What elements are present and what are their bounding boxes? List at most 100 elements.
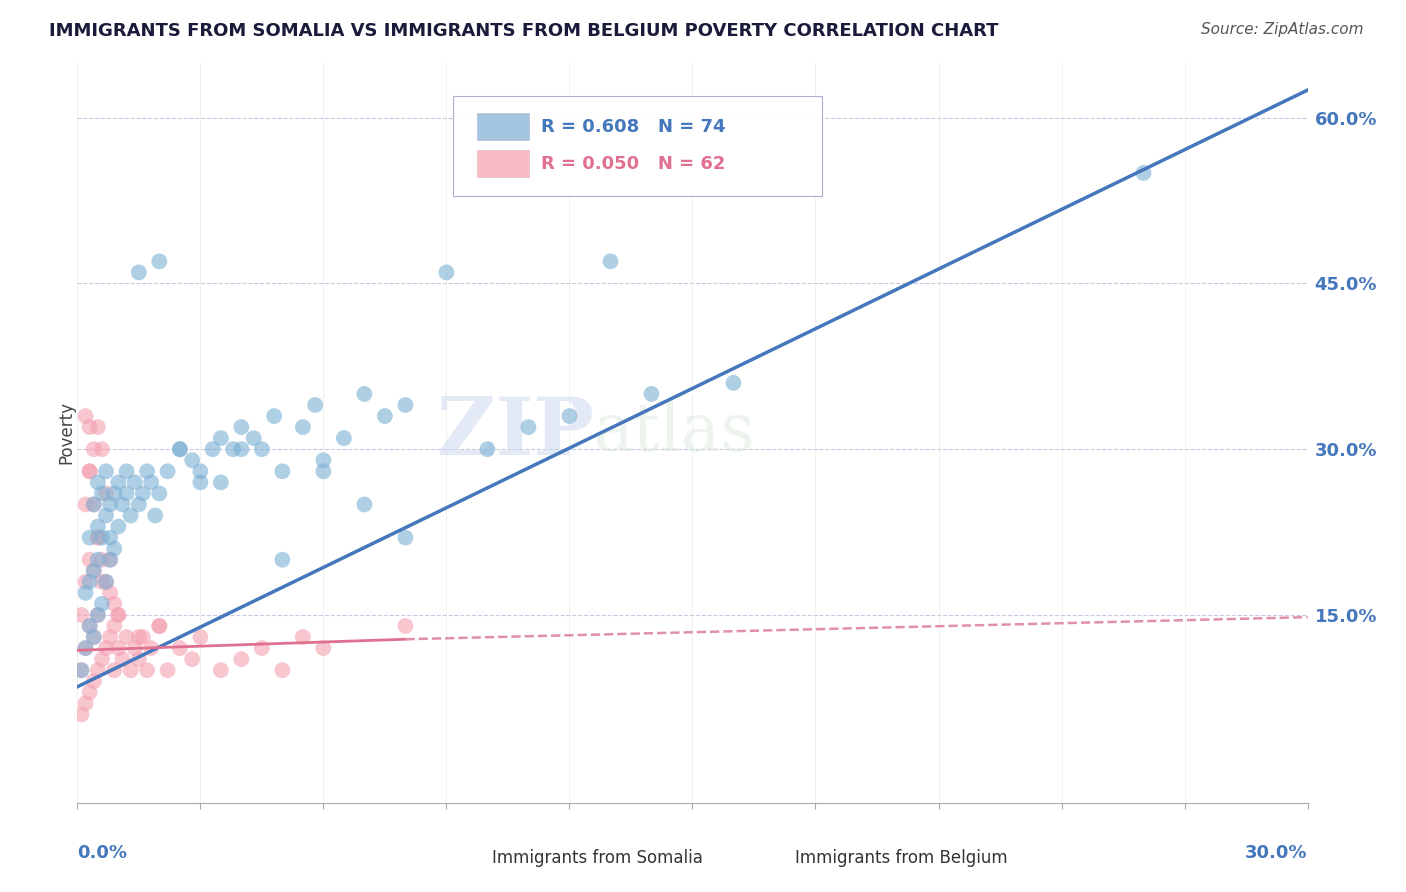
FancyBboxPatch shape — [477, 150, 529, 178]
Point — [250, 641, 273, 656]
Point — [141, 641, 163, 656]
Point — [517, 420, 540, 434]
Point — [128, 630, 150, 644]
Point — [271, 663, 294, 677]
Point — [83, 498, 105, 512]
Point — [209, 431, 232, 445]
Point — [181, 652, 204, 666]
Point — [188, 464, 212, 478]
Point — [477, 442, 499, 457]
Point — [79, 464, 101, 478]
Point — [94, 464, 117, 478]
Point — [271, 552, 294, 566]
Point — [98, 552, 121, 566]
Point — [353, 387, 375, 401]
Point — [83, 442, 105, 457]
Point — [98, 630, 121, 644]
Point — [79, 552, 101, 566]
Point — [115, 464, 138, 478]
Point — [148, 619, 170, 633]
Point — [70, 607, 93, 622]
Point — [209, 663, 232, 677]
Point — [124, 475, 146, 490]
Point — [148, 486, 170, 500]
Point — [79, 420, 101, 434]
Point — [103, 597, 125, 611]
Point — [79, 619, 101, 633]
Point — [79, 531, 101, 545]
Point — [83, 564, 105, 578]
Text: IMMIGRANTS FROM SOMALIA VS IMMIGRANTS FROM BELGIUM POVERTY CORRELATION CHART: IMMIGRANTS FROM SOMALIA VS IMMIGRANTS FR… — [49, 22, 998, 40]
Point — [70, 663, 93, 677]
Point — [353, 498, 375, 512]
Point — [90, 531, 114, 545]
Point — [79, 619, 101, 633]
Point — [132, 486, 155, 500]
Point — [103, 486, 125, 500]
Point — [103, 619, 125, 633]
Point — [242, 431, 264, 445]
Point — [333, 431, 356, 445]
Point — [75, 586, 97, 600]
Text: atlas: atlas — [595, 400, 755, 466]
Point — [70, 663, 93, 677]
Point — [115, 486, 138, 500]
Point — [156, 663, 179, 677]
Point — [75, 641, 97, 656]
Point — [87, 531, 110, 545]
Point — [250, 442, 273, 457]
Point — [128, 498, 150, 512]
Point — [231, 442, 253, 457]
Point — [107, 607, 129, 622]
Point — [87, 531, 110, 545]
Point — [141, 475, 163, 490]
Point — [98, 586, 121, 600]
Point — [79, 464, 101, 478]
Point — [169, 442, 191, 457]
Point — [79, 685, 101, 699]
Point — [181, 453, 204, 467]
Point — [148, 619, 170, 633]
Point — [75, 641, 97, 656]
Point — [1132, 166, 1154, 180]
Point — [83, 498, 105, 512]
Text: R = 0.050   N = 62: R = 0.050 N = 62 — [541, 155, 725, 173]
Point — [75, 574, 97, 589]
Point — [136, 464, 159, 478]
Point — [87, 552, 110, 566]
Point — [87, 607, 110, 622]
Point — [558, 409, 581, 423]
Point — [98, 531, 121, 545]
Point — [148, 254, 170, 268]
Point — [128, 652, 150, 666]
Point — [640, 387, 662, 401]
Point — [120, 663, 142, 677]
Point — [94, 574, 117, 589]
Point — [111, 652, 134, 666]
Point — [304, 398, 326, 412]
Point — [87, 420, 110, 434]
Point — [70, 707, 93, 722]
Point — [291, 420, 314, 434]
Point — [128, 265, 150, 279]
Point — [312, 453, 335, 467]
Point — [94, 486, 117, 500]
Point — [111, 498, 134, 512]
Point — [75, 409, 97, 423]
Point — [107, 475, 129, 490]
Text: 30.0%: 30.0% — [1246, 844, 1308, 862]
FancyBboxPatch shape — [453, 95, 821, 195]
Text: 0.0%: 0.0% — [77, 844, 128, 862]
Point — [107, 641, 129, 656]
Point — [209, 475, 232, 490]
Point — [90, 574, 114, 589]
Point — [94, 641, 117, 656]
Point — [222, 442, 245, 457]
Point — [87, 607, 110, 622]
Point — [136, 663, 159, 677]
Point — [394, 619, 416, 633]
Point — [90, 442, 114, 457]
Point — [394, 531, 416, 545]
Point — [188, 630, 212, 644]
Point — [231, 420, 253, 434]
